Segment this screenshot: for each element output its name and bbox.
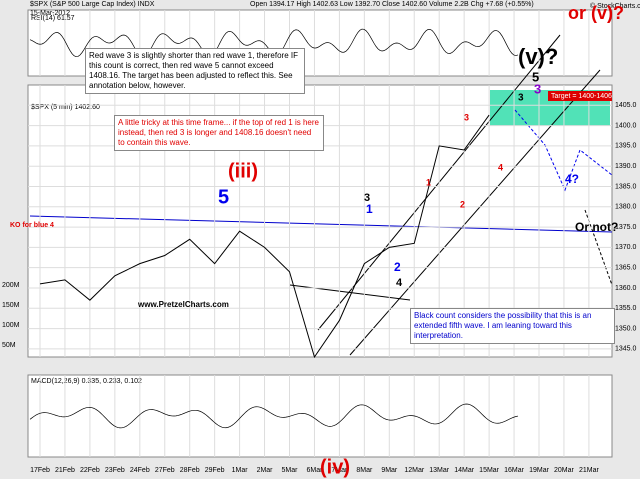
channel-line: [349, 69, 601, 356]
y-tick-label: 1380.0: [615, 204, 637, 211]
x-tick-label: 2Mar: [257, 467, 274, 474]
x-tick-label: 12Mar: [404, 467, 425, 474]
annotation: 3: [464, 112, 469, 122]
x-tick-label: 21Mar: [579, 467, 600, 474]
volume-label: 100M: [2, 322, 20, 329]
y-tick-label: 1405.0: [615, 102, 637, 109]
annotation-box: A little tricky at this time frame... if…: [114, 115, 324, 151]
y-tick-label: 1345.0: [615, 346, 637, 353]
x-tick-label: 19Mar: [529, 467, 550, 474]
series-label: $SPX (5 min) 1402.60: [31, 104, 100, 111]
annotation: 4: [498, 162, 503, 172]
x-tick-label: 16Mar: [504, 467, 525, 474]
ko-line: [29, 215, 613, 233]
x-tick-label: 17Feb: [30, 467, 50, 474]
x-tick-label: 13Mar: [429, 467, 450, 474]
annotation: 2: [460, 199, 465, 209]
annotation: 4: [396, 277, 403, 289]
annotation: www.PretzelCharts.com: [137, 300, 229, 309]
macd-line: [29, 403, 519, 429]
x-tick-label: 8Mar: [356, 467, 373, 474]
x-tick-label: 27Feb: [155, 467, 175, 474]
x-tick-label: 24Feb: [130, 467, 150, 474]
rsi-label: RSI(14) 61.57: [31, 15, 75, 22]
y-tick-label: 1350.0: [615, 325, 637, 332]
volume-label: 150M: [2, 302, 20, 309]
x-tick-label: 22Feb: [80, 467, 100, 474]
projection: [584, 209, 613, 286]
x-tick-label: 28Feb: [180, 467, 200, 474]
target-label: Target = 1400-1406: [551, 93, 612, 100]
x-tick-label: 9Mar: [381, 467, 398, 474]
annotation: Or not?: [575, 220, 618, 234]
macd-label: MACD(12,26,9) 0.335, 0.233, 0.102: [31, 378, 142, 385]
projection: [514, 109, 613, 192]
x-tick-label: 20Mar: [554, 467, 575, 474]
annotation: 5: [218, 186, 229, 208]
annotation: (v)?: [518, 44, 558, 69]
x-tick-label: 21Feb: [55, 467, 75, 474]
x-tick-label: 14Mar: [454, 467, 475, 474]
y-tick-label: 1370.0: [615, 244, 637, 251]
price-line: [39, 114, 490, 359]
x-tick-label: 7Mar: [331, 467, 348, 474]
annotation: 5: [532, 69, 539, 84]
copyright: © StockCharts.com: [590, 2, 640, 10]
target-label-bg: [548, 91, 612, 101]
x-tick-label: 1Mar: [232, 467, 249, 474]
volume-label: 50M: [2, 342, 16, 349]
annotation: 3: [534, 81, 541, 96]
annotation: (iii): [228, 160, 258, 182]
y-tick-label: 1395.0: [615, 143, 637, 150]
annotation: 1: [426, 177, 431, 187]
annotation: (iv): [320, 456, 350, 478]
y-tick-label: 1365.0: [615, 265, 637, 272]
annotation: 3: [518, 93, 524, 104]
annotation: or (v)?: [568, 3, 624, 23]
annotation: KO for blue 4: [10, 222, 54, 229]
quote: Open 1394.17 High 1402.63 Low 1392.70 Cl…: [250, 1, 534, 8]
annotation-box: Red wave 3 is slightly shorter than red …: [85, 48, 305, 94]
date: 15-Mar-2012: [30, 10, 70, 17]
macd-panel: [27, 374, 613, 458]
chart-title: $SPX (S&P 500 Large Cap Index) INDX: [30, 1, 155, 8]
x-tick-label: 15Mar: [479, 467, 500, 474]
annotation-box: Black count considers the possibility th…: [410, 308, 615, 344]
x-tick-label: 23Feb: [105, 467, 125, 474]
y-tick-label: 1390.0: [615, 163, 637, 170]
x-tick-label: 5Mar: [282, 467, 299, 474]
x-tick-label: 6Mar: [306, 467, 323, 474]
x-tick-label: 29Feb: [205, 467, 225, 474]
y-tick-label: 1360.0: [615, 285, 637, 292]
volume-label: 200M: [2, 282, 20, 289]
y-tick-label: 1385.0: [615, 183, 637, 190]
y-tick-label: 1400.0: [615, 122, 637, 129]
y-tick-label: 1375.0: [615, 224, 637, 231]
annotation: 3: [364, 192, 370, 204]
annotation: 1: [366, 202, 373, 216]
annotation: 4?: [565, 172, 579, 186]
annotation: 2: [394, 260, 401, 274]
y-tick-label: 1355.0: [615, 305, 637, 312]
